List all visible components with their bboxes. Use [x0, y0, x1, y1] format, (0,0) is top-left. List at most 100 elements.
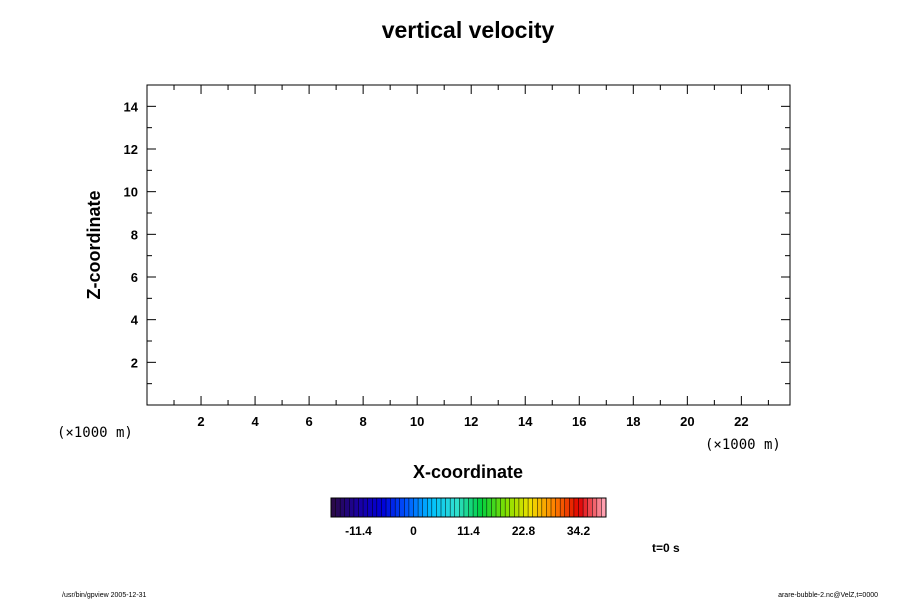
colorbar-segment — [340, 498, 345, 517]
colorbar-segment — [541, 498, 547, 517]
x-tick-label: 2 — [197, 414, 204, 429]
colorbar-segment — [564, 498, 570, 517]
colorbar-segment — [468, 498, 474, 517]
x-tick-label: 4 — [251, 414, 259, 429]
colorbar-segment — [349, 498, 355, 517]
colorbar-segment — [523, 498, 529, 517]
colorbar-segment — [528, 498, 533, 517]
colorbar-segment — [399, 498, 405, 517]
x-axis-ticks — [173, 85, 769, 405]
colorbar-segment — [569, 498, 575, 517]
chart-title: vertical velocity — [382, 17, 555, 43]
footer-right: arare-bubble-2.nc@VelZ,t=0000 — [778, 592, 878, 599]
colorbar-tick-label: -11.4 — [345, 524, 372, 538]
colorbar — [330, 497, 607, 518]
colorbar-segment — [601, 498, 607, 517]
colorbar-segment — [404, 498, 410, 517]
colorbar-segment — [386, 498, 391, 517]
colorbar-segment — [509, 498, 515, 517]
colorbar-segment — [518, 498, 524, 517]
colorbar-segment — [381, 498, 387, 517]
colorbar-segment — [551, 498, 556, 517]
colorbar-segment — [560, 498, 565, 517]
colorbar-segment — [408, 498, 414, 517]
colorbar-segment — [473, 498, 478, 517]
time-label: t=0 s — [652, 541, 680, 555]
x-tick-label: 10 — [410, 414, 424, 429]
colorbar-segment — [344, 498, 350, 517]
colorbar-segment — [486, 498, 492, 517]
x-tick-label: 16 — [572, 414, 586, 429]
colorbar-segment — [500, 498, 506, 517]
y-tick-label: 12 — [124, 142, 138, 157]
colorbar-segment — [573, 498, 579, 517]
colorbar-segment — [445, 498, 451, 517]
colorbar-segment — [463, 498, 469, 517]
colorbar-segment — [422, 498, 428, 517]
y-tick-label: 2 — [131, 355, 138, 370]
colorbar-frame — [330, 497, 607, 518]
y-tick-label: 4 — [131, 313, 139, 328]
colorbar-tick-label: 11.4 — [457, 524, 480, 538]
x-tick-label: 6 — [305, 414, 312, 429]
footer-left: /usr/bin/gpview 2005-12-31 — [62, 592, 147, 599]
colorbar-tick-label: 34.2 — [567, 524, 591, 538]
x-tick-label: 18 — [626, 414, 640, 429]
x-tick-label: 20 — [680, 414, 694, 429]
x-tick-label: 22 — [734, 414, 748, 429]
colorbar-segment — [555, 498, 561, 517]
plot-frame — [146, 84, 791, 406]
y-axis-label: Z-coordinate — [84, 190, 104, 299]
colorbar-segment — [454, 498, 460, 517]
y-axis-tick-labels: 2 4 6 8 10 12 14 — [124, 99, 139, 370]
colorbar-segment — [482, 498, 488, 517]
colorbar-segment — [367, 498, 373, 517]
colorbar-segment — [450, 498, 455, 517]
x-tick-label: 14 — [518, 414, 533, 429]
y-tick-label: 6 — [131, 270, 138, 285]
colorbar-segment — [587, 498, 593, 517]
y-tick-label: 8 — [131, 227, 138, 242]
colorbar-tick-label: 0 — [410, 524, 417, 538]
colorbar-segment — [583, 498, 588, 517]
colorbar-segment — [592, 498, 598, 517]
colorbar-segment — [496, 498, 501, 517]
colorbar-tick-labels: -11.4 0 11.4 22.8 34.2 — [345, 524, 590, 538]
colorbar-segment — [578, 498, 584, 517]
colorbar-segment — [331, 498, 336, 517]
y-axis-ticks — [147, 105, 790, 385]
x-axis-label: X-coordinate — [413, 462, 523, 482]
colorbar-segment — [436, 498, 442, 517]
colorbar-segment — [376, 498, 382, 517]
colorbar-segment — [353, 498, 359, 517]
x-tick-label: 8 — [360, 414, 367, 429]
colorbar-segment — [441, 498, 446, 517]
colorbar-segment — [505, 498, 510, 517]
colorbar-segment — [390, 498, 396, 517]
colorbar-segment — [537, 498, 543, 517]
colorbar-segment — [514, 498, 520, 517]
colorbar-segment — [546, 498, 552, 517]
colorbar-segment — [431, 498, 437, 517]
colorbar-segment — [395, 498, 400, 517]
y-tick-label: 10 — [124, 185, 138, 200]
colorbar-tick-label: 22.8 — [512, 524, 536, 538]
colorbar-segment — [363, 498, 368, 517]
colorbar-segment — [413, 498, 419, 517]
y-axis-unit-label: (×1000 m) — [57, 425, 133, 441]
colorbar-segment — [491, 498, 497, 517]
colorbar-segment — [459, 498, 465, 517]
x-axis-tick-labels: 2 4 6 8 10 12 14 16 18 20 22 — [197, 414, 748, 429]
x-axis-unit-label: (×1000 m) — [705, 437, 781, 453]
colorbar-segment — [372, 498, 378, 517]
y-tick-label: 14 — [124, 99, 139, 114]
colorbar-segment — [335, 498, 341, 517]
colorbar-segment — [532, 498, 538, 517]
colorbar-segment — [418, 498, 423, 517]
colorbar-segment — [596, 498, 602, 517]
colorbar-segment — [358, 498, 364, 517]
x-tick-label: 12 — [464, 414, 478, 429]
colorbar-segment — [427, 498, 433, 517]
colorbar-segment — [477, 498, 483, 517]
